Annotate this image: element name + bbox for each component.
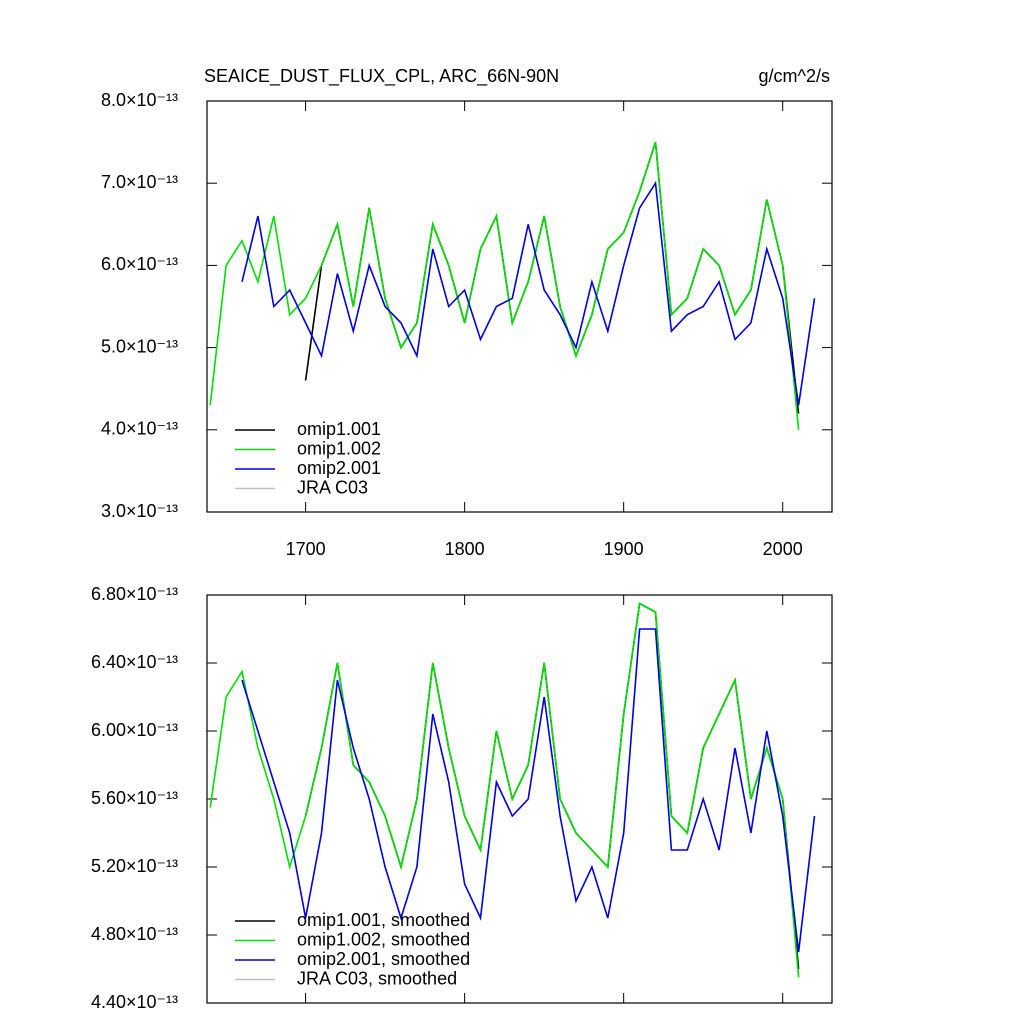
x-tick-label: 1900 [604,539,644,559]
legend-label: omip1.001 [297,419,381,439]
chart-title: SEAICE_DUST_FLUX_CPL, ARC_66N-90N [204,66,559,87]
y-tick-label: 4.40×10⁻¹³ [91,992,178,1012]
units-label: g/cm^2/s [759,66,830,86]
x-tick-label: 2000 [763,539,803,559]
y-tick-label: 8.0×10⁻¹³ [101,90,178,110]
legend-label: omip1.001, smoothed [297,910,470,930]
legend-label: omip1.002 [297,438,381,458]
y-tick-label: 4.80×10⁻¹³ [91,924,178,944]
y-tick-label: 5.60×10⁻¹³ [91,788,178,808]
y-tick-label: 4.0×10⁻¹³ [101,419,178,439]
x-tick-label: 1800 [445,539,485,559]
legend-label: omip2.001, smoothed [297,949,470,969]
y-tick-label: 6.80×10⁻¹³ [91,584,178,604]
series-line [209,602,800,978]
y-tick-label: 5.0×10⁻¹³ [101,336,178,356]
series-line [241,180,816,406]
legend-label: JRA C03 [297,477,368,497]
plot-frame [206,100,833,513]
series-line [241,628,816,953]
series-line [304,141,800,414]
y-tick-label: 7.0×10⁻¹³ [101,172,178,192]
y-tick-label: 3.0×10⁻¹³ [101,501,178,521]
legend-label: omip1.002, smoothed [297,929,470,949]
x-tick-label: 1700 [286,539,326,559]
y-tick-label: 6.0×10⁻¹³ [101,254,178,274]
y-tick-label: 5.20×10⁻¹³ [91,856,178,876]
series-line [209,141,800,430]
y-tick-label: 6.40×10⁻¹³ [91,652,178,672]
legend-label: omip2.001 [297,458,381,478]
y-tick-label: 6.00×10⁻¹³ [91,720,178,740]
legend-label: JRA C03, smoothed [297,968,457,988]
